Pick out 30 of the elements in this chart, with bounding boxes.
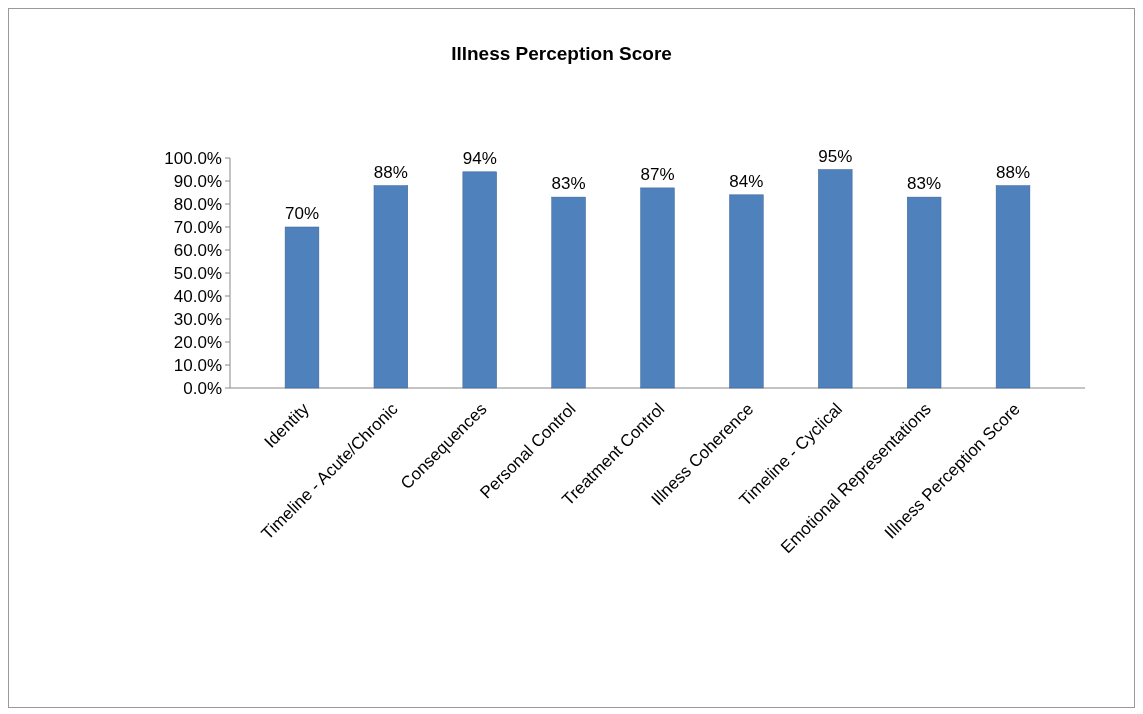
bar (373, 185, 408, 389)
data-label: 83% (551, 174, 586, 194)
bar (551, 196, 586, 389)
data-label: 88% (995, 162, 1031, 182)
y-tick-label: 50.0% (173, 263, 222, 283)
chart-title: Illness Perception Score (451, 43, 672, 64)
y-tick-label: 70.0% (173, 217, 222, 237)
bar (284, 226, 320, 389)
data-label: 84% (729, 171, 764, 191)
y-tick-label: 40.0% (173, 286, 222, 306)
bar (995, 185, 1031, 389)
y-tick-label: 20.0% (173, 332, 222, 352)
y-tick-label: 60.0% (173, 240, 222, 260)
data-label: 70% (284, 204, 320, 223)
y-tick-label: 90.0% (173, 171, 222, 191)
y-tick-label: 10.0% (173, 355, 222, 375)
bar (907, 196, 942, 389)
data-label: 83% (907, 174, 942, 194)
y-tick-label: 30.0% (173, 309, 222, 329)
data-label: 87% (640, 164, 675, 184)
data-label: 95% (818, 146, 853, 166)
bar (729, 194, 764, 389)
bar (640, 187, 675, 389)
y-tick-label: 0.0% (183, 378, 222, 398)
y-tick-label: 80.0% (173, 194, 222, 214)
data-label: 88% (373, 162, 408, 182)
data-label: 94% (462, 148, 497, 168)
bar (462, 171, 497, 389)
y-tick-label: 100.0% (164, 148, 222, 168)
bar (818, 169, 853, 389)
